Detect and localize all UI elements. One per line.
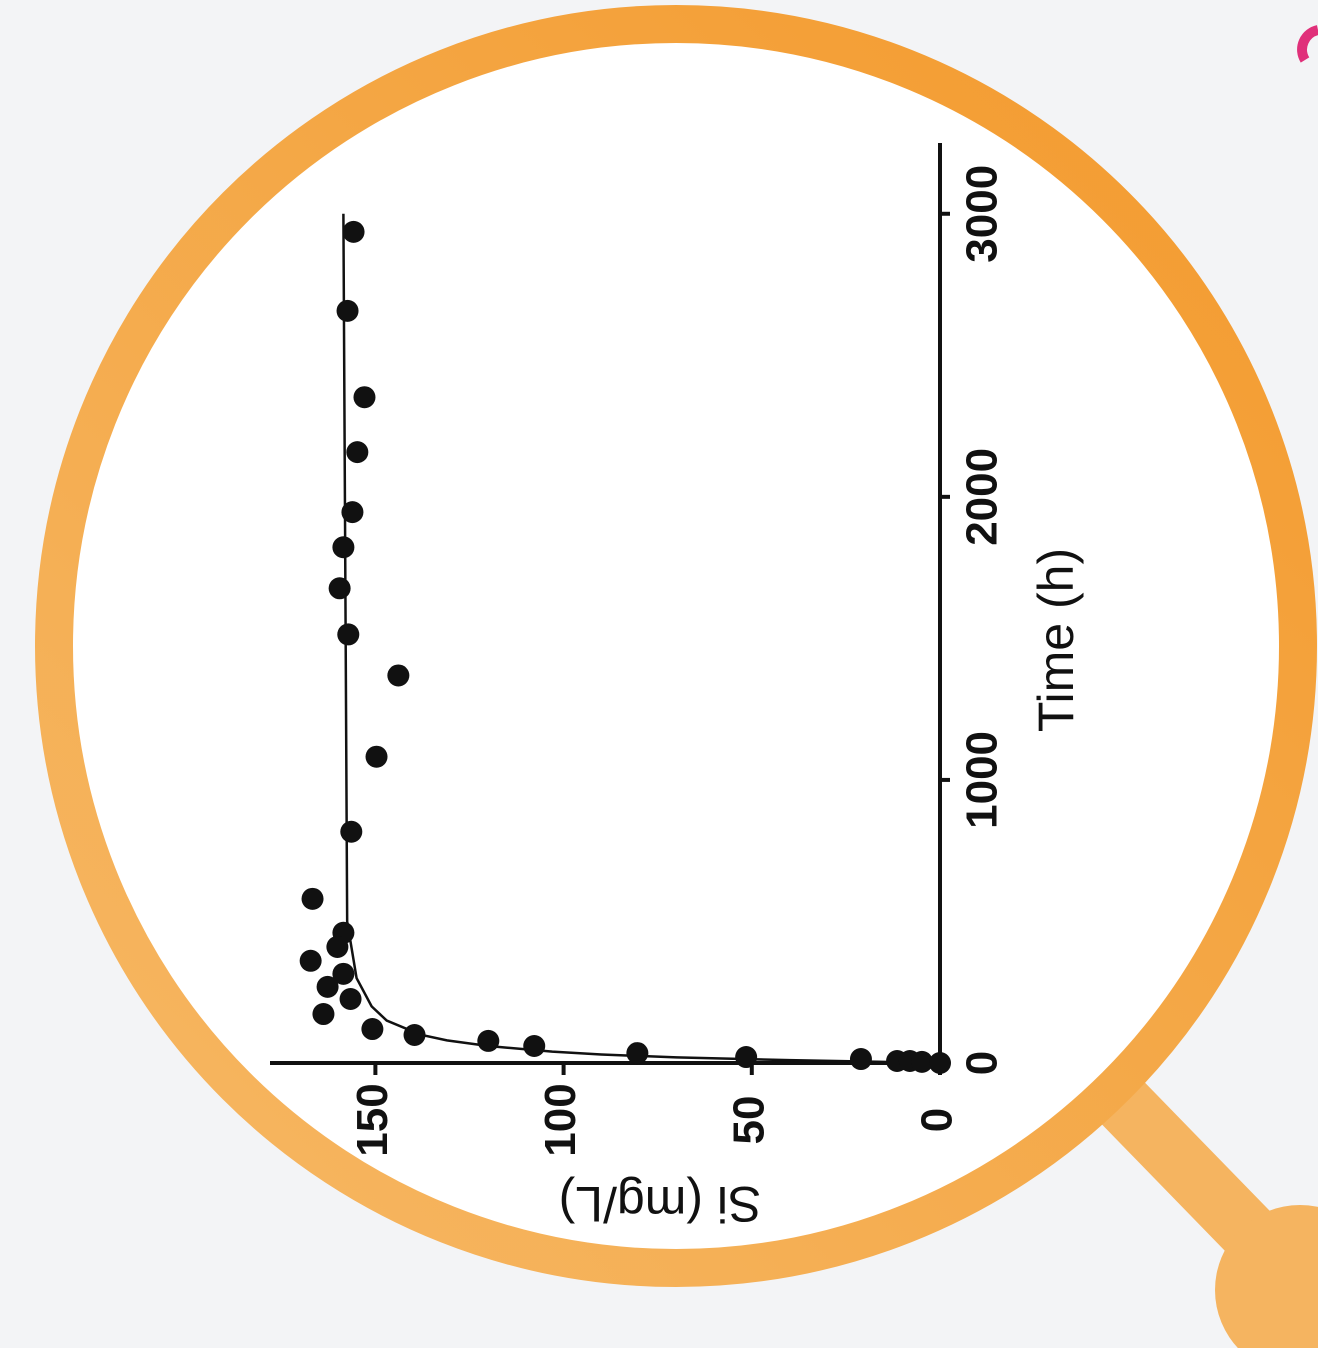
x-tick-label: 3000 — [958, 165, 1007, 263]
point — [346, 441, 368, 463]
decoration — [1302, 30, 1318, 60]
point — [340, 988, 362, 1010]
x-tick-label: 2000 — [958, 448, 1007, 546]
magnifier-lens — [54, 24, 1298, 1268]
point — [626, 1042, 648, 1064]
y-axis-title: Si (mg/L) — [559, 1176, 762, 1232]
point — [326, 936, 348, 958]
point — [929, 1052, 951, 1074]
chart: 0 1000 2000 3000 0 50 100 150 Time (h) Si (mg/L) — [0, 0, 1318, 1348]
point — [387, 664, 409, 686]
y-tick-label: 0 — [913, 1108, 962, 1132]
point — [302, 888, 324, 910]
point — [477, 1030, 499, 1052]
point — [329, 577, 351, 599]
point — [312, 1003, 334, 1025]
point — [341, 501, 363, 523]
point — [353, 386, 375, 408]
x-tick-label: 1000 — [958, 731, 1007, 829]
point — [337, 300, 359, 322]
point — [337, 623, 359, 645]
point — [850, 1048, 872, 1070]
point — [300, 950, 322, 972]
y-tick-label: 150 — [348, 1083, 397, 1156]
point — [366, 746, 388, 768]
point — [404, 1024, 426, 1046]
point — [343, 221, 365, 243]
y-tick-label: 50 — [724, 1096, 773, 1145]
point — [340, 821, 362, 843]
page: {"chart_data": {"type": "scatter", "orie… — [0, 0, 1318, 1348]
x-tick-label: 0 — [958, 1051, 1007, 1075]
point — [735, 1046, 757, 1068]
y-tick-label: 100 — [536, 1083, 585, 1156]
point — [317, 976, 339, 998]
point — [332, 536, 354, 558]
point — [361, 1018, 383, 1040]
x-axis-title: Time (h) — [1028, 548, 1084, 732]
point — [523, 1035, 545, 1057]
